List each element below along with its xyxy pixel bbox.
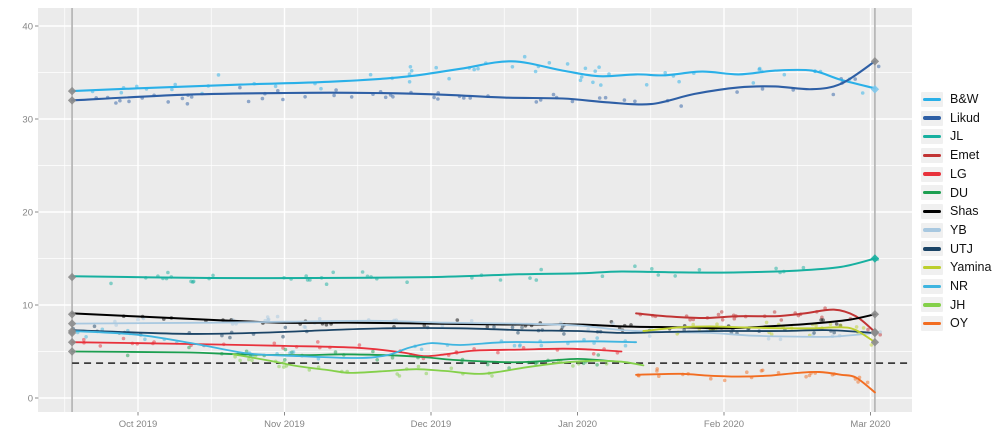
legend-key-line: [923, 265, 941, 270]
series-line-nr: [71, 330, 637, 359]
legend-key-line: [923, 116, 941, 120]
legend-key-line: [923, 228, 941, 232]
y-tick-label: 30: [22, 114, 33, 125]
x-tick-label: Mar 2020: [850, 419, 890, 430]
legend-key-icon: [921, 260, 943, 276]
result-marker-sep-lg: [67, 338, 77, 347]
legend-item-utj: UTJ: [921, 240, 991, 259]
legend-label: OY: [950, 316, 969, 331]
legend-key-icon: [921, 129, 943, 145]
legend-item-likud: Likud: [921, 109, 991, 128]
legend-item-yb: YB: [921, 221, 991, 240]
result-marker-sep-yb: [67, 319, 77, 328]
result-marker-sep-bw: [67, 86, 77, 96]
legend-key-icon: [921, 278, 943, 294]
legend-label: Yamina: [950, 260, 992, 275]
result-marker-mar-jl: [870, 254, 880, 263]
result-marker-sep-nr: [67, 326, 77, 336]
series-line-utj: [71, 327, 876, 335]
legend-key-icon: [921, 91, 943, 107]
result-marker-mar-utj: [870, 328, 880, 338]
legend-key-icon: [921, 147, 943, 163]
legend-key-line: [923, 153, 941, 158]
legend-item-shas: Shas: [921, 202, 991, 221]
legend-item-jh: JH: [921, 296, 991, 315]
series-line-likud: [71, 60, 876, 106]
result-marker-sep-du: [67, 347, 77, 356]
series-line-oy: [635, 370, 876, 394]
y-tick-label: 0: [28, 393, 33, 404]
result-marker-mar-yamina: [870, 338, 880, 347]
series-line-jh: [232, 353, 645, 375]
result-marker-sep-shas: [67, 310, 77, 319]
legend-key-line: [923, 321, 941, 326]
legend-key-icon: [921, 297, 943, 313]
result-marker-mar-shas: [870, 310, 880, 319]
legend-key-line: [923, 97, 941, 102]
chart-legend: B&W Likud JL Emet LG DU Shas YB UTJ Yamina NR JH OY: [921, 90, 991, 333]
legend-key-icon: [921, 241, 943, 257]
result-marker-sep-likud: [67, 96, 77, 105]
legend-item-du: DU: [921, 183, 991, 202]
x-tick-label: Oct 2019: [119, 419, 158, 430]
legend-key-icon: [921, 203, 943, 219]
y-tick-label: 20: [22, 207, 33, 218]
series-line-du: [71, 350, 615, 364]
legend-item-emet: Emet: [921, 146, 991, 165]
x-tick-label: Feb 2020: [704, 419, 744, 430]
y-tick-label: 40: [22, 21, 33, 32]
result-marker-mar-bw: [870, 85, 880, 94]
legend-key-line: [923, 172, 941, 176]
legend-item-yamina: Yamina: [921, 258, 991, 277]
legend-label: Shas: [950, 204, 979, 219]
legend-item-nr: NR: [921, 277, 991, 296]
series-line-bw: [71, 60, 876, 93]
legend-item-bw: B&W: [921, 90, 991, 109]
legend-key-icon: [921, 185, 943, 201]
legend-label: JH: [950, 297, 966, 312]
series-line-lg: [71, 341, 623, 358]
legend-item-jl: JL: [921, 127, 991, 146]
legend-key-icon: [921, 110, 943, 126]
x-tick-label: Dec 2019: [411, 419, 452, 430]
legend-key-line: [923, 247, 941, 251]
legend-key-line: [923, 191, 941, 195]
series-line-yamina: [642, 325, 876, 344]
x-tick-label: Jan 2020: [558, 419, 597, 430]
legend-key-line: [923, 284, 941, 288]
legend-key-icon: [921, 222, 943, 238]
series-line-yb: [71, 319, 876, 338]
y-tick-label: 10: [22, 300, 33, 311]
legend-label: UTJ: [950, 241, 973, 256]
result-marker-sep-jl: [67, 272, 77, 282]
x-tick-label: Nov 2019: [264, 419, 305, 430]
legend-label: YB: [950, 222, 967, 237]
series-line-jl: [71, 257, 876, 280]
legend-label: Likud: [950, 110, 980, 125]
legend-key-line: [923, 209, 941, 214]
legend-key-line: [923, 303, 941, 307]
legend-label: B&W: [950, 92, 979, 107]
legend-label: Emet: [950, 148, 980, 163]
legend-key-icon: [921, 166, 943, 182]
legend-item-oy: OY: [921, 314, 991, 333]
legend-label: LG: [950, 166, 967, 181]
legend-item-lg: LG: [921, 165, 991, 184]
legend-label: DU: [950, 185, 969, 200]
legend-label: NR: [950, 278, 969, 293]
legend-key-icon: [921, 316, 943, 332]
result-marker-mar-likud: [870, 57, 880, 66]
legend-label: JL: [950, 129, 964, 144]
series-line-emet: [635, 308, 876, 333]
legend-key-line: [923, 135, 941, 139]
